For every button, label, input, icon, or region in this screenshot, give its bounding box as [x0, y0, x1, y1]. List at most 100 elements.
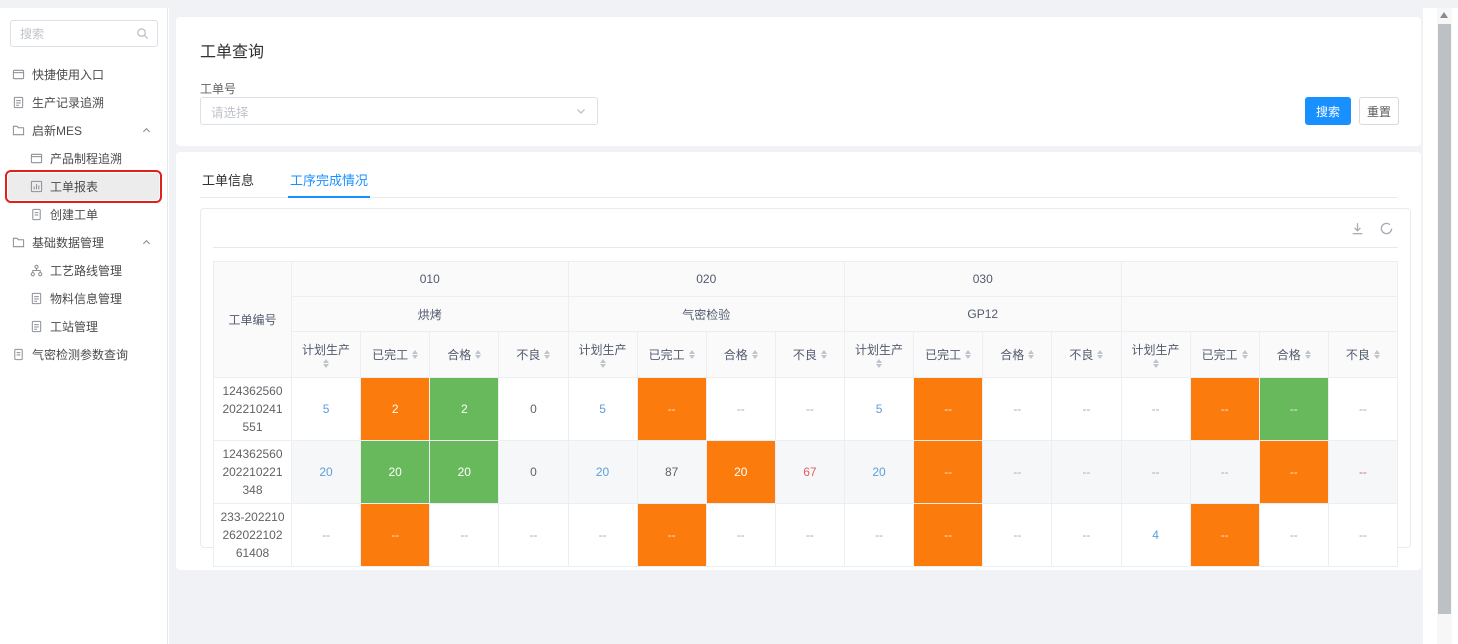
data-cell: -- [1327, 440, 1399, 504]
sidebar-item-label: 工艺路线管理 [50, 264, 123, 278]
data-cell: 0 [498, 440, 569, 504]
column-header-计划生产[interactable]: 计划生产 [567, 331, 638, 378]
column-header-不良[interactable]: 不良 [498, 331, 569, 378]
column-header-已完工[interactable]: 已完工 [636, 331, 707, 378]
data-cell: 20 [429, 440, 500, 504]
sidebar-item-产品制程追溯[interactable]: 产品制程追溯 [8, 145, 159, 172]
data-cell: -- [1258, 503, 1329, 567]
sort-icon [544, 350, 551, 359]
data-cell[interactable]: 5 [567, 377, 638, 441]
sort-icon [1152, 359, 1159, 368]
query-card: 工单查询 工单号 请选择 搜索 重置 [176, 17, 1421, 146]
chevron-up-icon[interactable] [142, 126, 151, 135]
column-header-计划生产[interactable]: 计划生产 [843, 331, 915, 378]
column-header-已完工[interactable]: 已完工 [1189, 331, 1260, 378]
workorder-select[interactable]: 请选择 [200, 97, 598, 125]
data-cell: 0 [498, 377, 569, 441]
column-header-计划生产[interactable]: 计划生产 [1120, 331, 1191, 378]
sort-icon [688, 350, 695, 359]
vertical-scrollbar [1437, 8, 1452, 644]
data-cell[interactable]: 4 [1120, 503, 1191, 567]
column-header-不良[interactable]: 不良 [1051, 331, 1122, 378]
sidebar-item-生产记录追溯[interactable]: 生产记录追溯 [8, 89, 159, 116]
sync-icon[interactable] [1379, 221, 1394, 236]
sidebar-item-label: 工单报表 [50, 180, 99, 194]
order-cell: 124362560202210241551 [213, 377, 292, 441]
table-toolbar [201, 209, 1410, 247]
sidebar-search [10, 20, 158, 47]
sort-icon [1028, 350, 1035, 359]
tab-process-completion[interactable]: 工序完成情况 [288, 162, 371, 198]
sidebar-item-工艺路线管理[interactable]: 工艺路线管理 [8, 257, 159, 284]
scroll-up-arrow-icon[interactable] [1440, 12, 1448, 18]
row-header: 工单编号 [213, 261, 292, 378]
data-cell: -- [1258, 440, 1329, 504]
sidebar-item-创建工单[interactable]: 创建工单 [8, 201, 159, 228]
table-wrapper: 工单编号 010 020 030 烘烤 气密检验 GP12 计划生产 已完工 合格 不良 计划生产… [213, 261, 1399, 567]
sidebar-item-label: 基础数据管理 [32, 236, 105, 250]
sidebar-item-label: 启新MES [32, 124, 83, 138]
data-cell: -- [982, 377, 1053, 441]
download-icon[interactable] [1350, 221, 1365, 236]
group-name-header: 烘烤 [291, 296, 569, 332]
data-cell: -- [774, 377, 846, 441]
sidebar-item-工站管理[interactable]: 工站管理 [8, 313, 159, 340]
column-header-不良[interactable]: 不良 [1327, 331, 1399, 378]
data-cell[interactable]: 20 [290, 440, 362, 504]
main-area: 工单查询 工单号 请选择 搜索 重置 工单信息 工序完成情况 [169, 8, 1423, 644]
search-icon [136, 27, 149, 45]
folder-icon [12, 236, 25, 249]
reset-button[interactable]: 重置 [1359, 97, 1399, 125]
sidebar-item-物料信息管理[interactable]: 物料信息管理 [8, 285, 159, 312]
sidebar-item-基础数据管理[interactable]: 基础数据管理 [8, 229, 159, 256]
sort-icon [820, 350, 827, 359]
data-cell: -- [1189, 377, 1260, 441]
data-cell[interactable]: 5 [290, 377, 362, 441]
data-cell: 67 [774, 440, 846, 504]
sort-icon [965, 350, 972, 359]
sidebar-item-label: 产品制程追溯 [50, 152, 123, 166]
data-cell: 20 [705, 440, 776, 504]
scrollbar-thumb[interactable] [1438, 24, 1451, 614]
column-header-计划生产[interactable]: 计划生产 [290, 331, 362, 378]
group-code-header: 020 [567, 261, 845, 297]
sidebar-item-工单报表[interactable]: 工单报表 [5, 170, 162, 203]
data-cell: -- [498, 503, 569, 567]
data-cell: -- [567, 503, 638, 567]
sidebar-item-启新MES[interactable]: 启新MES [8, 117, 159, 144]
column-header-已完工[interactable]: 已完工 [913, 331, 984, 378]
data-cell: -- [1120, 377, 1191, 441]
chevron-up-icon[interactable] [142, 238, 151, 247]
column-header-已完工[interactable]: 已完工 [360, 331, 431, 378]
search-input[interactable] [10, 20, 158, 47]
data-cell: -- [290, 503, 362, 567]
column-header-合格[interactable]: 合格 [705, 331, 776, 378]
sort-icon [751, 350, 758, 359]
data-cell[interactable]: 5 [843, 377, 915, 441]
sidebar-item-快捷使用入口[interactable]: 快捷使用入口 [8, 61, 159, 88]
sidebar-item-气密检测参数查询[interactable]: 气密检测参数查询 [8, 341, 159, 368]
org-icon [30, 264, 43, 277]
tab-bar: 工单信息 工序完成情况 [200, 162, 1397, 198]
column-header-合格[interactable]: 合格 [1258, 331, 1329, 378]
folder-icon [12, 124, 25, 137]
doc-icon [30, 320, 43, 333]
tab-workorder-info[interactable]: 工单信息 [202, 173, 255, 188]
top-strip [0, 0, 1458, 8]
column-header-不良[interactable]: 不良 [774, 331, 846, 378]
sort-icon [1097, 350, 1104, 359]
search-button[interactable]: 搜索 [1305, 97, 1351, 125]
window-icon [12, 68, 25, 81]
toolbar-divider [213, 247, 1398, 248]
group-code-header: 010 [291, 261, 569, 297]
data-cell[interactable]: 20 [843, 440, 915, 504]
data-cell[interactable]: 20 [567, 440, 638, 504]
chart-icon [30, 180, 43, 193]
column-header-合格[interactable]: 合格 [429, 331, 500, 378]
sort-icon [475, 350, 482, 359]
column-header-合格[interactable]: 合格 [982, 331, 1053, 378]
select-placeholder: 请选择 [211, 105, 249, 120]
table-panel: 工单编号 010 020 030 烘烤 气密检验 GP12 计划生产 已完工 合格 不良 计划生产… [200, 208, 1411, 567]
data-cell: 20 [360, 440, 431, 504]
